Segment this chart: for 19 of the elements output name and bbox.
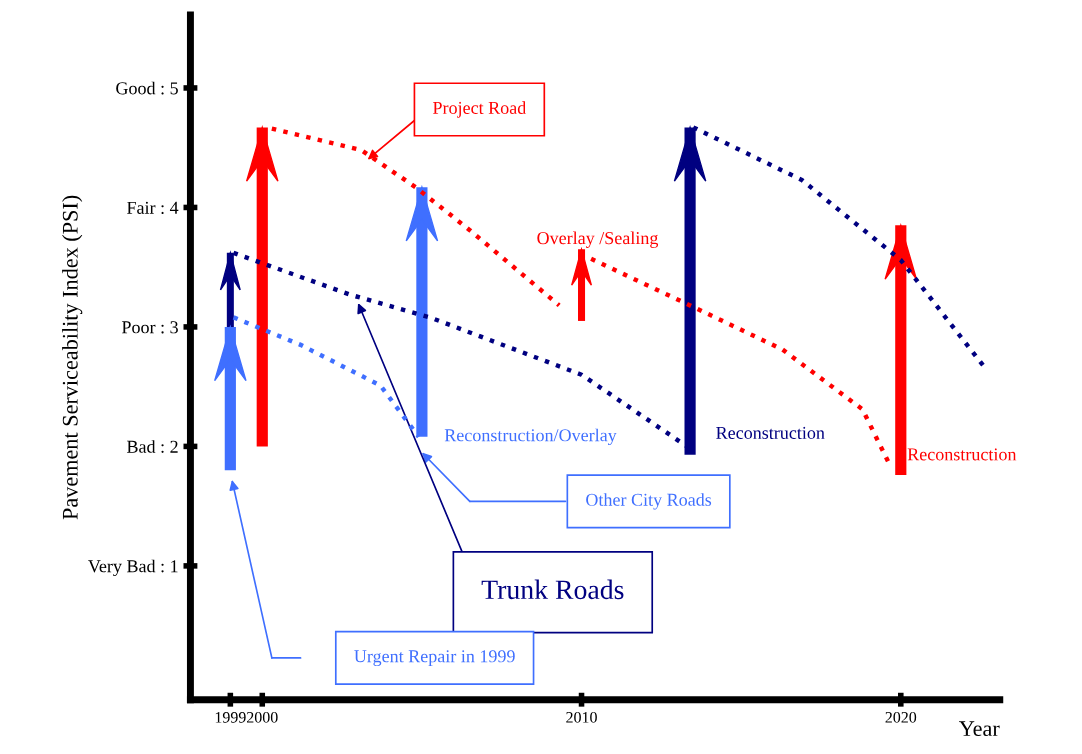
x-tick-label: 1999 — [215, 712, 246, 723]
y-tick-label: Poor : 3 — [121, 321, 178, 334]
y-tick-label: Good : 5 — [116, 81, 178, 95]
annotation: Reconstruction/Overlay — [444, 428, 617, 446]
annotation: Trunk Roads — [481, 579, 624, 600]
x-tick-label: 2010 — [566, 711, 597, 723]
annotation: Urgent Repair in 1999 — [354, 650, 515, 667]
y-tick-label: Fair : 4 — [126, 201, 179, 214]
annotation: Reconstruction — [716, 426, 825, 439]
x-tick-label: 2020 — [885, 711, 917, 723]
x-tick-label: 2000 — [247, 711, 278, 723]
x-axis-title: Year — [959, 721, 1000, 737]
annotation: Overlay /Sealing — [537, 231, 659, 248]
annotation: Project Road — [433, 101, 527, 118]
annotation: Reconstruction — [907, 448, 1017, 461]
y-axis-title: Pavement Serviceability Index (PSI) — [62, 195, 83, 520]
y-tick-label: Bad : 2 — [126, 440, 178, 453]
y-tick-label: Very Bad : 1 — [88, 559, 178, 577]
annotation: Other City Roads — [586, 493, 712, 510]
